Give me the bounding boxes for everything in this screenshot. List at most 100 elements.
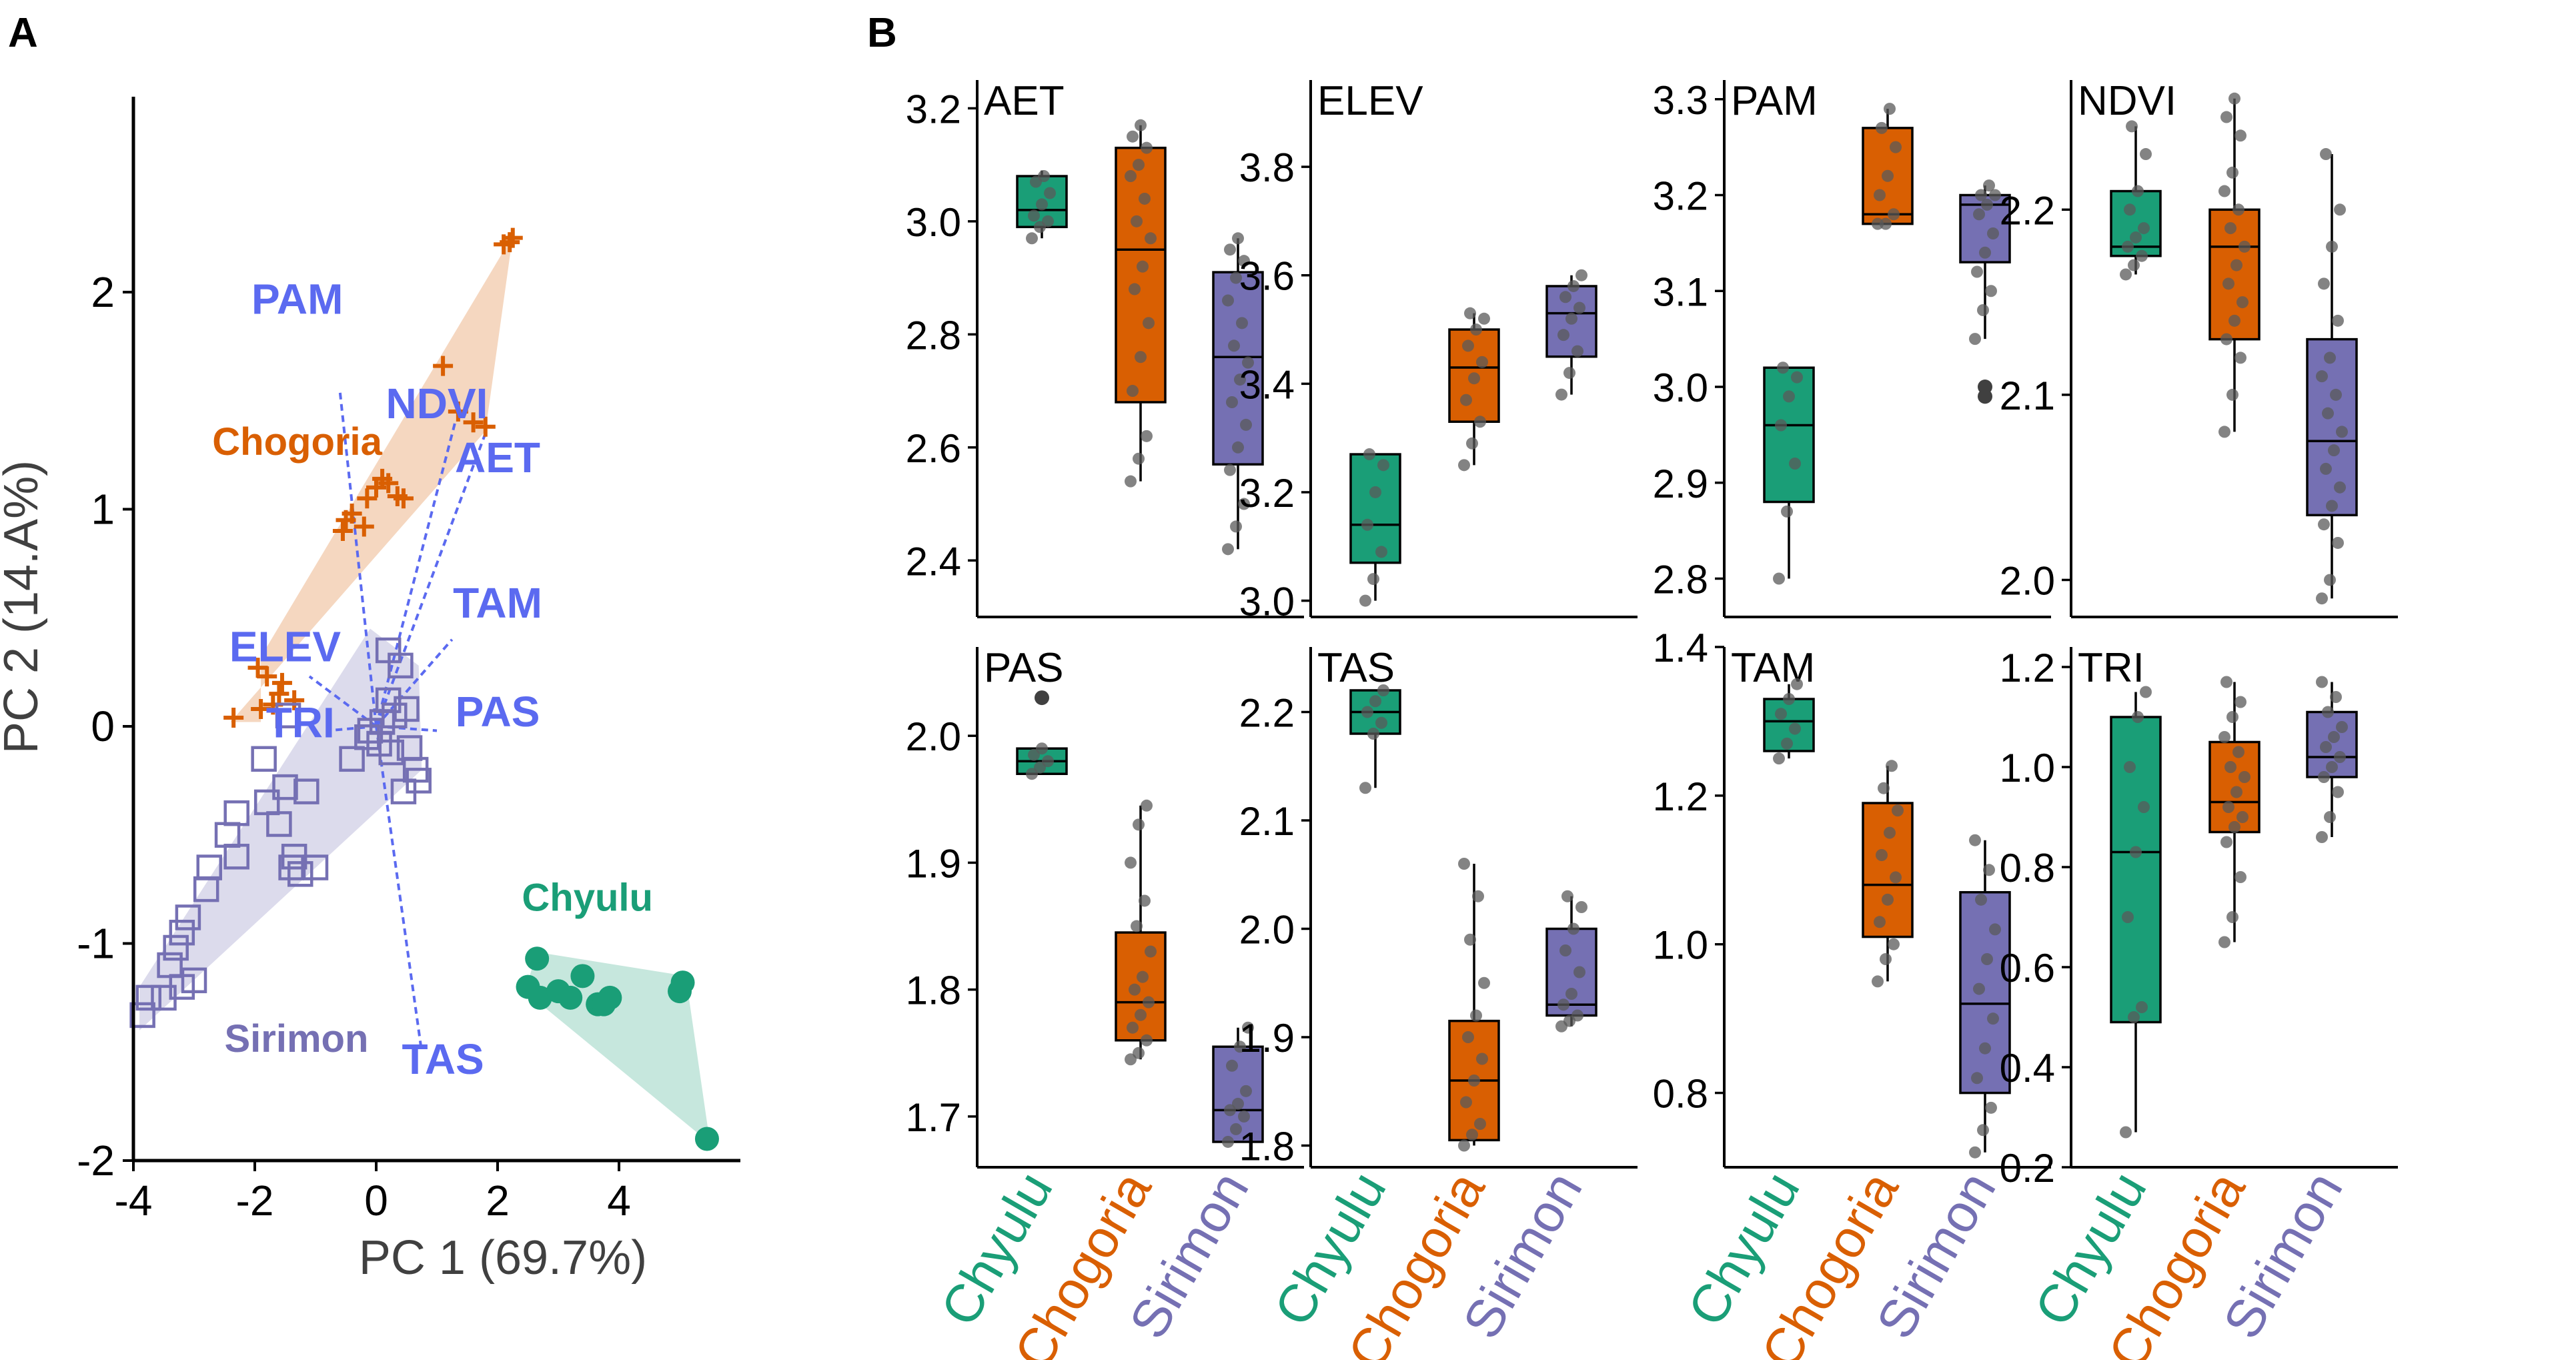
point-sirimon-31 [169,919,195,946]
jitter-point-aet-chogoria-8 [1145,232,1157,245]
y-tick-label-pam-3-0: 3.0 [1653,366,1708,410]
boxplot-panel-elev: 3.0 3.2 3.4 3.6 3.8 ELEV [1239,78,1638,624]
jitter-point-tri-chogoria-4 [2228,821,2240,833]
jitter-point-pas-chogoria-6 [1129,983,1141,996]
box-tam-sirimon [1959,890,2011,1095]
jitter-point-tri-chyulu-6 [2124,761,2136,773]
y-tick-label-ndvi-2-0: 2.0 [2000,558,2055,603]
jitter-point-pam-chogoria-4 [1882,169,1894,182]
point-chogoria-8 [378,473,399,494]
jitter-point-ndvi-chogoria-1 [2226,388,2238,401]
jitter-point-aet-sirimon-11 [1222,294,1234,307]
point-chogoria-14 [336,510,356,530]
jitter-point-tri-chyulu-7 [2132,711,2144,723]
jitter-point-elev-chogoria-2 [1474,416,1486,428]
jitter-point-tam-sirimon-5 [1987,1012,1999,1025]
box-tri-chogoria [2208,740,2261,834]
jitter-point-pam-sirimon-8 [1989,189,2001,201]
panel-label-a: A [8,10,38,56]
jitter-point-aet-sirimon-10 [1236,317,1248,329]
jitter-point-aet-chogoria-1 [1133,452,1145,465]
point-chyulu-5 [570,964,595,988]
box-pas-chogoria [1115,931,1167,1042]
jitter-point-tam-chogoria-0 [1872,975,1884,988]
jitter-point-aet-chogoria-6 [1129,283,1141,295]
jitter-point-pam-chyulu-4 [1783,390,1795,403]
pca-y-tick-label--2: -2 [77,1137,115,1185]
y-tick-label-tas-2-1: 2.1 [1239,799,1295,844]
jitter-point-aet-chogoria-9 [1131,215,1143,227]
jitter-point-pas-chogoria-5 [1143,996,1155,1008]
loading-label-ndvi: NDVI [386,380,488,428]
jitter-point-ndvi-sirimon-6 [2320,462,2332,475]
panel-label-b: B [867,10,897,56]
jitter-point-aet-chogoria-14 [1127,130,1139,143]
y-tick-label-tas-1-8: 1.8 [1239,1125,1295,1169]
jitter-point-aet-chogoria-0 [1125,475,1137,488]
jitter-point-ndvi-sirimon-17 [2320,148,2332,161]
point-chogoria-3 [433,356,454,376]
jitter-point-elev-sirimon-0 [1555,388,1567,401]
jitter-point-tam-chogoria-5 [1890,871,1902,884]
jitter-point-ndvi-sirimon-8 [2336,426,2348,438]
boxplot-grid: 2.4 2.6 2.8 3.0 3.2 AET 3.0 3.2 3.4 3.6 3.8 ELEV 2.8… [906,78,2398,1360]
y-tick-label-tam-1-0: 1.0 [1653,923,1708,968]
loading-label-pam: PAM [251,275,343,323]
jitter-point-tri-sirimon-0 [2316,831,2328,843]
panel-title-ndvi: NDVI [2078,78,2176,124]
jitter-point-tri-chogoria-6 [2222,801,2234,813]
point-sirimon-25 [278,854,304,880]
boxplot-panel-ndvi: 2.0 2.1 2.2 NDVI [2000,78,2398,618]
jitter-point-tri-chogoria-5 [2236,811,2248,823]
jitter-point-tri-sirimon-8 [2336,721,2348,733]
box-tam-chogoria [1862,802,1914,938]
jitter-point-tri-sirimon-2 [2332,786,2344,798]
jitter-point-pam-chogoria-5 [1890,141,1902,153]
jitter-point-tas-sirimon-8 [1575,901,1587,913]
y-tick-label-aet-2-6: 2.6 [906,426,961,471]
jitter-point-ndvi-chyulu-7 [2132,185,2144,197]
y-tick-label-pas-1-8: 1.8 [906,968,961,1013]
pca-y-tick-label-0: 0 [91,702,115,750]
jitter-point-pas-chogoria-8 [1145,945,1157,958]
point-chogoria-15 [332,521,353,542]
point-chogoria-6 [475,416,496,437]
loading-label-aet: AET [455,434,540,482]
pca-x-tick-label-0: 0 [364,1177,388,1225]
jitter-point-aet-chogoria-10 [1139,192,1151,205]
y-tick-label-aet-3-2: 3.2 [906,87,961,131]
jitter-point-tam-chyulu-3 [1775,708,1787,720]
point-chogoria-5 [463,412,484,433]
point-chogoria-16 [354,516,374,537]
y-tick-label-tri-1-0: 1.0 [2000,746,2055,790]
jitter-point-elev-chogoria-1 [1466,437,1478,450]
jitter-point-tri-chogoria-7 [2230,786,2242,798]
jitter-point-aet-chyulu-5 [1044,187,1056,199]
jitter-point-ndvi-chogoria-14 [2220,111,2232,123]
jitter-point-tas-sirimon-5 [1573,966,1585,978]
jitter-point-elev-sirimon-8 [1575,269,1587,281]
jitter-point-tri-chyulu-5 [2138,801,2150,813]
pca-y-tick-label-1: 1 [91,485,115,533]
jitter-point-tas-chyulu-4 [1369,695,1381,708]
pca-points [129,227,719,1151]
jitter-point-aet-chyulu-3 [1028,209,1040,222]
jitter-point-pas-chyulu-2 [1042,755,1054,768]
jitter-point-ndvi-chogoria-15 [2228,92,2240,105]
jitter-point-ndvi-sirimon-5 [2334,481,2346,494]
jitter-point-elev-chogoria-0 [1458,459,1470,472]
jitter-point-tam-sirimon-8 [1989,923,2001,936]
pca-x-axis-label: PC 1 (69.7%) [359,1231,647,1285]
y-tick-label-tas-1-9: 1.9 [1239,1016,1295,1061]
jitter-point-aet-chogoria-11 [1125,170,1137,183]
point-sirimon-14 [357,718,384,744]
jitter-point-ndvi-sirimon-0 [2316,592,2328,605]
jitter-point-pas-chogoria-2 [1141,1034,1153,1047]
jitter-point-aet-chyulu-4 [1036,198,1048,211]
jitter-point-elev-sirimon-1 [1563,367,1575,380]
jitter-point-tam-chogoria-2 [1888,938,1900,950]
panel-title-pas: PAS [984,645,1063,691]
jitter-point-tri-sirimon-9 [2322,706,2334,718]
